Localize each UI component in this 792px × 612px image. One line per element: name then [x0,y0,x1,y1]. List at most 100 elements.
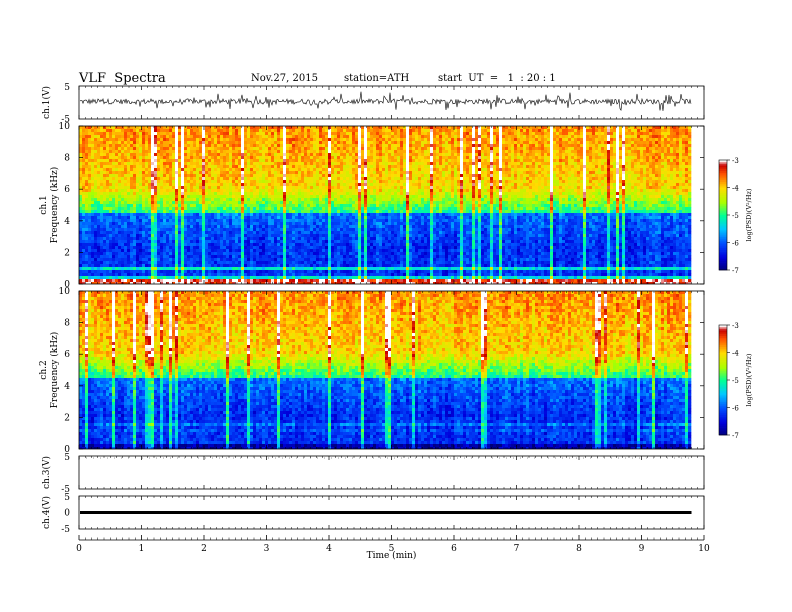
spectrogram-cell [163,279,166,282]
spectrogram-cell [223,162,226,165]
spectrogram-cell [262,231,265,234]
spectrogram-cell [238,252,241,255]
spectrogram-cell [151,207,154,210]
spectrogram-cell [91,144,94,147]
spectrogram-cell [208,231,211,234]
spectrogram-cell [91,192,94,195]
spectrogram-cell [265,261,268,264]
spectrogram-cell [280,147,283,150]
spectrogram-cell [316,279,319,282]
spectrogram-cell [292,231,295,234]
spectrogram-cell [262,132,265,135]
spectrogram-cell [292,162,295,165]
spectrogram-cell [334,234,337,237]
spectrogram-cell [142,180,145,183]
spectrogram-cell [274,153,277,156]
spectrogram-cell [202,186,205,189]
spectrogram-cell [151,192,154,195]
spectrogram-cell [112,183,115,186]
spectrogram-cell [205,189,208,192]
spectrogram-cell [319,144,322,147]
spectrogram-cell [286,228,289,231]
spectrogram-cell [115,162,118,165]
spectrogram-cell [220,174,223,177]
spectrogram-cell [259,258,262,261]
spectrogram-cell [256,129,259,132]
spectrogram-cell [172,207,175,210]
spectrogram-cell [256,258,259,261]
spectrogram-cell [328,180,331,183]
spectrogram-cell [190,162,193,165]
spectrogram-cell [277,249,280,252]
spectrogram-cell [334,255,337,258]
spectrogram-cell [118,222,121,225]
spectrogram-cell [283,204,286,207]
spectrogram-cell [292,264,295,267]
spectrogram-cell [106,213,109,216]
spectrogram-cell [79,186,82,189]
spectrogram-cell [349,144,352,147]
spectrogram-cell [214,240,217,243]
spectrogram-cell [145,177,148,180]
spectrogram-cell [271,213,274,216]
spectrogram-cell [199,255,202,258]
spectrogram-cell [184,195,187,198]
spectrogram-cell [205,207,208,210]
spectrogram-cell [289,150,292,153]
spectrogram-cell [337,249,340,252]
spectrogram-cell [346,240,349,243]
spectrogram-cell [88,255,91,258]
spectrogram-cell [346,228,349,231]
spectrogram-cell [142,219,145,222]
spectrogram-cell [142,141,145,144]
spectrogram-cell [229,165,232,168]
spectrogram-cell [235,162,238,165]
spectrogram-cell [229,243,232,246]
spectrogram-cell [199,261,202,264]
spectrogram-cell [220,129,223,132]
spectrogram-cell [88,195,91,198]
spectrogram-cell [286,156,289,159]
spectrogram-cell [151,264,154,267]
spectrogram-cell [301,240,304,243]
spectrogram-cell [118,156,121,159]
spectrogram-cell [94,249,97,252]
spectrogram-cell [88,225,91,228]
spectrogram-cell [154,252,157,255]
spectrogram-cell [151,258,154,261]
spectrogram-cell [271,171,274,174]
spectrogram-cell [280,153,283,156]
spectrogram-cell [310,219,313,222]
spectrogram-cell [295,195,298,198]
spectrogram-cell [247,279,250,282]
spectrogram-cell [205,165,208,168]
spectrogram-cell [292,210,295,213]
spectrogram-cell [316,186,319,189]
spectrogram-cell [319,135,322,138]
spectrogram-cell [103,222,106,225]
spectrogram-cell [124,207,127,210]
spectrogram-cell [298,237,301,240]
spectrogram-cell [235,201,238,204]
spectrogram-cell [289,135,292,138]
spectrogram-cell [85,216,88,219]
spectrogram-cell [103,276,106,279]
spectrogram-cell [130,198,133,201]
spectrogram-cell [214,135,217,138]
spectrogram-cell [250,129,253,132]
spectrogram-cell [325,144,328,147]
spectrogram-cell [130,168,133,171]
spectrogram-cell [259,174,262,177]
spectrogram-cell [172,213,175,216]
spectrogram-cell [292,153,295,156]
spectrogram-cell [187,168,190,171]
spectrogram-cell [124,189,127,192]
spectrogram-cell [268,201,271,204]
spectrogram-cell [166,192,169,195]
spectrogram-cell [124,240,127,243]
spectrogram-cell [229,258,232,261]
spectrogram-cell [295,144,298,147]
spectrogram-cell [190,210,193,213]
spectrogram-cell [250,270,253,273]
spectrogram-cell [187,165,190,168]
